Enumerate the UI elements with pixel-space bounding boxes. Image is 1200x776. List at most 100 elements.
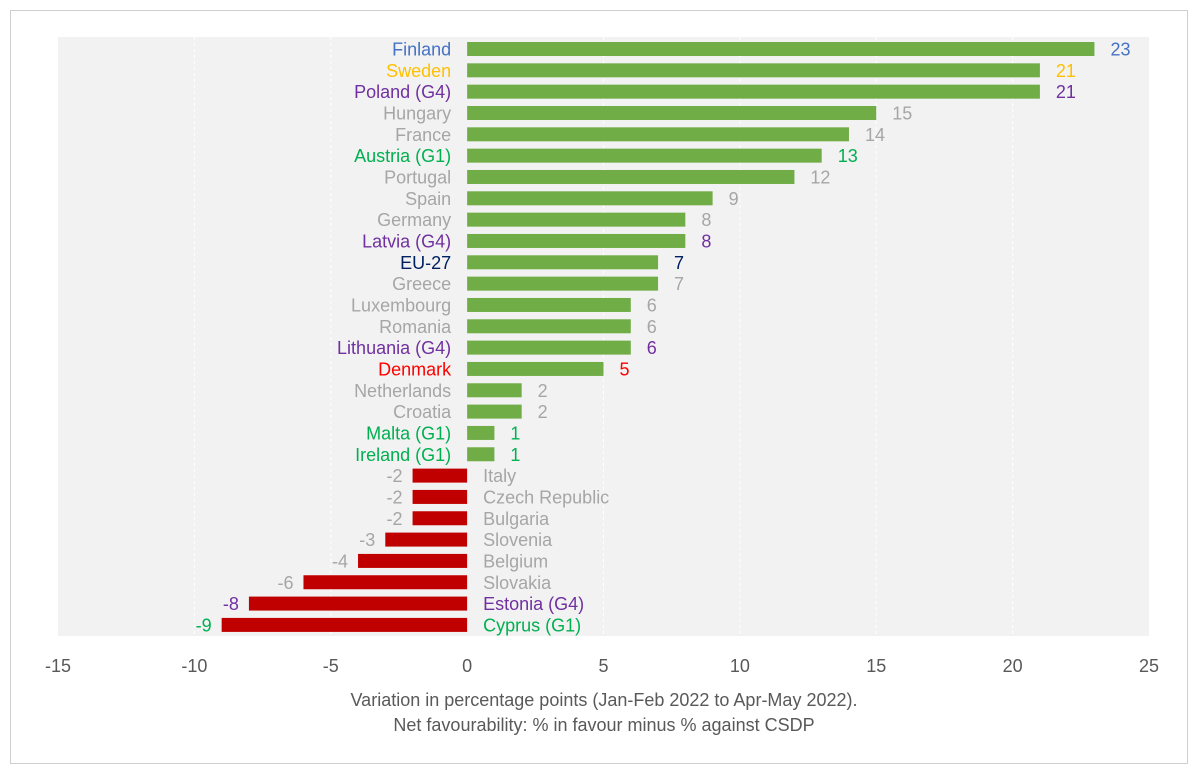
value-label: 7 — [674, 274, 684, 294]
category-label: Greece — [392, 274, 451, 294]
value-labels: 232121151413129887766652211-2-2-2-3-4-6-… — [196, 40, 1131, 636]
category-label: Portugal — [384, 167, 451, 187]
x-tick-label: -10 — [181, 656, 207, 676]
category-label: Belgium — [483, 551, 548, 571]
category-label: Czech Republic — [483, 487, 609, 507]
bar — [467, 361, 604, 376]
category-label: Latvia (G4) — [362, 231, 451, 251]
category-label: Sweden — [386, 61, 451, 81]
bar — [467, 42, 1095, 56]
value-label: 23 — [1110, 40, 1130, 60]
value-label: 2 — [538, 381, 548, 401]
bar — [467, 297, 631, 312]
plot-background — [58, 37, 1149, 636]
category-label: Malta (G1) — [366, 423, 451, 443]
bar — [467, 84, 1040, 99]
value-label: 6 — [647, 317, 657, 337]
category-label: Croatia — [393, 402, 452, 422]
value-label: 2 — [538, 402, 548, 422]
x-tick-label: 20 — [1003, 656, 1023, 676]
bar — [412, 489, 468, 504]
bar — [467, 63, 1040, 78]
bar — [467, 169, 795, 184]
value-label: 21 — [1056, 82, 1076, 102]
value-label: -9 — [196, 615, 212, 635]
value-label: 14 — [865, 125, 885, 145]
bar — [248, 596, 468, 611]
value-label: 9 — [729, 189, 739, 209]
category-label: Lithuania (G4) — [337, 338, 451, 358]
bar — [467, 105, 877, 120]
bar — [467, 233, 686, 248]
bar — [303, 575, 468, 590]
x-tick-label: 15 — [866, 656, 886, 676]
x-tick-label: 10 — [730, 656, 750, 676]
bar — [358, 553, 468, 568]
category-label: Bulgaria — [483, 509, 550, 529]
x-tick-label: 5 — [598, 656, 608, 676]
bar — [467, 148, 822, 163]
bar — [467, 127, 849, 142]
value-label: 13 — [838, 146, 858, 166]
x-axis-label-line-2: Net favourability: % in favour minus % a… — [393, 715, 814, 735]
bar — [412, 511, 468, 526]
bar — [467, 212, 686, 227]
category-label: Luxembourg — [351, 295, 451, 315]
bar — [467, 340, 631, 355]
value-label: 6 — [647, 338, 657, 358]
category-label: Ireland (G1) — [355, 445, 451, 465]
x-axis-label-line-1: Variation in percentage points (Jan-Feb … — [351, 690, 858, 710]
x-tick-label: 0 — [462, 656, 472, 676]
value-label: 15 — [892, 103, 912, 123]
bar — [467, 447, 495, 462]
category-label: Spain — [405, 189, 451, 209]
category-label: Finland — [392, 40, 451, 60]
value-label: 8 — [701, 210, 711, 230]
value-label: -4 — [332, 551, 348, 571]
x-axis-ticks: -15 -10 -5 0 5 10 15 20 25 — [45, 656, 1159, 676]
value-label: -2 — [387, 466, 403, 486]
value-label: -6 — [277, 573, 293, 593]
value-label: 5 — [620, 359, 630, 379]
bar — [385, 532, 468, 547]
bar — [467, 191, 713, 206]
bar — [467, 255, 659, 270]
value-label: 21 — [1056, 61, 1076, 81]
value-label: 1 — [510, 423, 520, 443]
value-label: 7 — [674, 253, 684, 273]
category-label: Netherlands — [354, 381, 451, 401]
bars — [221, 42, 1095, 632]
bar — [467, 404, 522, 419]
bar — [467, 383, 522, 398]
gridlines — [193, 37, 1014, 636]
bar — [412, 468, 468, 483]
category-label: Germany — [377, 210, 451, 230]
category-label: Slovakia — [483, 573, 552, 593]
value-label: -3 — [359, 530, 375, 550]
category-label: Poland (G4) — [354, 82, 451, 102]
value-label: 6 — [647, 295, 657, 315]
value-label: 1 — [510, 445, 520, 465]
category-label: Romania — [379, 317, 452, 337]
category-label: France — [395, 125, 451, 145]
value-label: -2 — [387, 487, 403, 507]
bar — [221, 617, 468, 632]
bar — [467, 276, 659, 291]
category-label: Italy — [483, 466, 516, 486]
value-label: -2 — [387, 509, 403, 529]
category-label: Denmark — [378, 359, 452, 379]
bar — [467, 319, 631, 334]
value-label: 12 — [810, 167, 830, 187]
category-label: Cyprus (G1) — [483, 615, 581, 635]
value-label: -8 — [223, 594, 239, 614]
category-label: Slovenia — [483, 530, 553, 550]
x-tick-label: -15 — [45, 656, 71, 676]
x-tick-label: 25 — [1139, 656, 1159, 676]
category-label: EU-27 — [400, 253, 451, 273]
bar — [467, 425, 495, 440]
x-tick-label: -5 — [323, 656, 339, 676]
category-label: Hungary — [383, 103, 451, 123]
category-label: Estonia (G4) — [483, 594, 584, 614]
